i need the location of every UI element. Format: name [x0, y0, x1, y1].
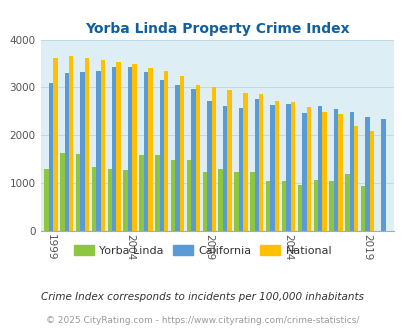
Bar [238, 108, 243, 231]
Bar [218, 169, 222, 231]
Bar [132, 63, 136, 231]
Bar [123, 170, 128, 231]
Bar [265, 181, 270, 231]
Bar [234, 172, 238, 231]
Text: © 2025 CityRating.com - https://www.cityrating.com/crime-statistics/: © 2025 CityRating.com - https://www.city… [46, 316, 359, 325]
Bar [328, 181, 333, 231]
Bar [171, 160, 175, 231]
Bar [353, 126, 358, 231]
Bar [60, 152, 64, 231]
Bar [301, 113, 306, 231]
Bar [254, 99, 258, 231]
Bar [96, 71, 100, 231]
Bar [227, 90, 231, 231]
Bar [380, 118, 385, 231]
Bar [222, 106, 227, 231]
Bar [333, 110, 337, 231]
Bar [64, 73, 69, 231]
Bar [186, 160, 191, 231]
Bar [179, 76, 184, 231]
Bar [159, 80, 164, 231]
Bar [191, 89, 195, 231]
Bar [337, 114, 342, 231]
Bar [290, 102, 294, 231]
Title: Yorba Linda Property Crime Index: Yorba Linda Property Crime Index [85, 22, 349, 36]
Bar [306, 107, 310, 231]
Bar [139, 155, 143, 231]
Bar [148, 68, 152, 231]
Bar [281, 181, 286, 231]
Bar [317, 106, 322, 231]
Bar [100, 60, 105, 231]
Bar [249, 172, 254, 231]
Bar [155, 155, 159, 231]
Bar [128, 67, 132, 231]
Bar [270, 105, 274, 231]
Bar [143, 72, 148, 231]
Bar [207, 101, 211, 231]
Bar [69, 56, 73, 231]
Bar [344, 174, 349, 231]
Bar [322, 112, 326, 231]
Bar [49, 83, 53, 231]
Bar [175, 85, 179, 231]
Bar [107, 169, 112, 231]
Bar [349, 112, 353, 231]
Bar [274, 101, 279, 231]
Bar [297, 184, 301, 231]
Bar [369, 130, 373, 231]
Bar [195, 85, 200, 231]
Bar [80, 72, 85, 231]
Text: Crime Index corresponds to incidents per 100,000 inhabitants: Crime Index corresponds to incidents per… [41, 292, 364, 302]
Bar [360, 186, 364, 231]
Bar [364, 117, 369, 231]
Bar [211, 87, 215, 231]
Bar [258, 94, 263, 231]
Bar [243, 93, 247, 231]
Bar [202, 172, 207, 231]
Bar [76, 154, 80, 231]
Bar [44, 169, 49, 231]
Bar [92, 167, 96, 231]
Legend: Yorba Linda, California, National: Yorba Linda, California, National [69, 241, 336, 260]
Bar [164, 71, 168, 231]
Bar [313, 180, 317, 231]
Bar [53, 58, 58, 231]
Bar [286, 104, 290, 231]
Bar [112, 67, 116, 231]
Bar [85, 58, 89, 231]
Bar [116, 62, 121, 231]
